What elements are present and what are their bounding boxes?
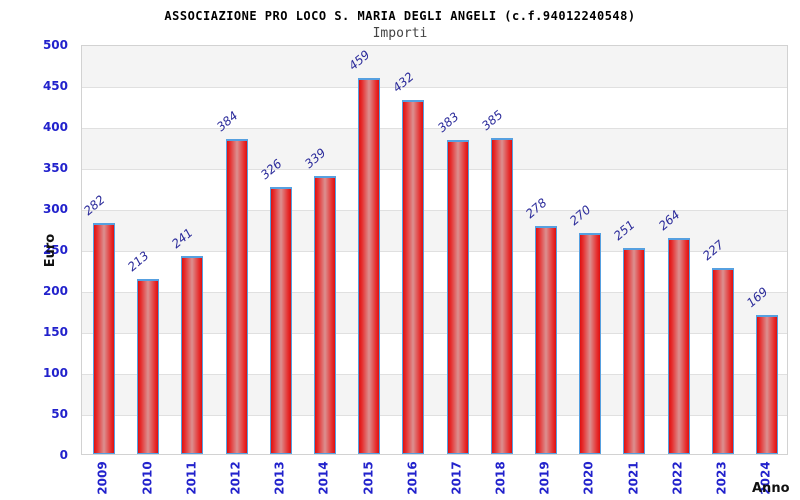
chart-subtitle: Importi — [372, 26, 428, 41]
gridline-200 — [82, 292, 787, 293]
value-label-2021: 251 — [611, 217, 638, 243]
y-tick-100: 100 — [42, 366, 68, 380]
y-tick-300: 300 — [42, 202, 68, 216]
value-label-2012: 384 — [214, 108, 241, 134]
x-tick-label: 2020 — [582, 461, 597, 495]
x-tick-label: 2016 — [405, 461, 420, 495]
bar-2014 — [314, 176, 336, 454]
x-tick-label: 2011 — [184, 461, 199, 495]
y-tick-400: 400 — [42, 120, 68, 134]
x-tick-label: 2022 — [670, 461, 685, 495]
gridline-300 — [82, 210, 787, 211]
x-tick-label: 2019 — [537, 461, 552, 495]
value-label-2015: 459 — [346, 47, 373, 73]
x-tick-label: 2014 — [317, 461, 332, 495]
value-label-2011: 241 — [169, 225, 196, 251]
gridline-150 — [82, 333, 787, 334]
bar-2018 — [491, 138, 513, 454]
x-tick-2014: 2014 — [302, 456, 346, 500]
y-tick-250: 250 — [42, 243, 68, 257]
bar-2015 — [358, 78, 380, 454]
x-tick-2022: 2022 — [655, 456, 699, 500]
value-label-2013: 326 — [258, 156, 285, 182]
value-label-2010: 213 — [125, 248, 152, 274]
bar-2021 — [623, 248, 645, 454]
x-tick-2010: 2010 — [125, 456, 169, 500]
gridline-350 — [82, 169, 787, 170]
x-tick-2016: 2016 — [390, 456, 434, 500]
x-tick-label: 2012 — [228, 461, 243, 495]
x-tick-2023: 2023 — [700, 456, 744, 500]
x-tick-label: 2010 — [140, 461, 155, 495]
gridline-50 — [82, 415, 787, 416]
gridline-100 — [82, 374, 787, 375]
bar-2022 — [668, 238, 690, 454]
bar-2020 — [579, 233, 601, 454]
value-label-2022: 264 — [656, 207, 683, 233]
bar-2017 — [447, 140, 469, 454]
y-tick-500: 500 — [42, 38, 68, 52]
x-tick-label: 2013 — [272, 461, 287, 495]
bar-2024 — [756, 315, 778, 454]
y-tick-150: 150 — [42, 325, 68, 339]
x-tick-2015: 2015 — [346, 456, 390, 500]
value-label-2020: 270 — [567, 202, 594, 228]
x-tick-label: 2015 — [361, 461, 376, 495]
gridline-450 — [82, 87, 787, 88]
plot-area: 282 213 241 384 326 339 459 432 383 385 278 270 251 2… — [81, 45, 788, 455]
bar-2010 — [137, 279, 159, 454]
x-tick-2019: 2019 — [523, 456, 567, 500]
x-tick-2013: 2013 — [258, 456, 302, 500]
value-label-2024: 169 — [744, 284, 771, 310]
chart-title: ASSOCIAZIONE PRO LOCO S. MARIA DEGLI ANG… — [164, 9, 636, 23]
y-axis-title: Euro — [35, 233, 67, 267]
x-tick-2012: 2012 — [214, 456, 258, 500]
x-tick-2018: 2018 — [479, 456, 523, 500]
x-tick-2009: 2009 — [81, 456, 125, 500]
bar-2016 — [402, 100, 424, 454]
bar-2012 — [226, 139, 248, 454]
x-axis-title: Anno — [752, 481, 790, 496]
x-tick-label: 2017 — [449, 461, 464, 495]
gridline-400 — [82, 128, 787, 129]
bar-2011 — [181, 256, 203, 454]
value-label-2014: 339 — [302, 145, 329, 171]
value-label-2018: 385 — [479, 107, 506, 133]
x-tick-label: 2018 — [493, 461, 508, 495]
y-tick-0: 0 — [59, 448, 68, 462]
value-label-2023: 227 — [700, 237, 727, 263]
x-tick-label: 2009 — [96, 461, 111, 495]
value-label-2009: 282 — [81, 192, 108, 218]
value-label-2016: 432 — [390, 69, 417, 95]
value-label-2019: 278 — [523, 195, 550, 221]
value-label-2017: 383 — [435, 109, 462, 135]
x-tick-label: 2021 — [626, 461, 641, 495]
y-tick-450: 450 — [42, 79, 68, 93]
y-axis-title-label: Euro — [43, 233, 59, 267]
bar-2023 — [712, 268, 734, 454]
x-tick-2017: 2017 — [435, 456, 479, 500]
y-tick-200: 200 — [42, 284, 68, 298]
gridline-250 — [82, 251, 787, 252]
y-tick-50: 50 — [51, 407, 68, 421]
x-tick-2020: 2020 — [567, 456, 611, 500]
bar-2019 — [535, 226, 557, 454]
y-tick-350: 350 — [42, 161, 68, 175]
x-tick-label: 2023 — [714, 461, 729, 495]
x-tick-2011: 2011 — [169, 456, 213, 500]
x-tick-2021: 2021 — [611, 456, 655, 500]
bar-2013 — [270, 187, 292, 454]
bar-2009 — [93, 223, 115, 454]
